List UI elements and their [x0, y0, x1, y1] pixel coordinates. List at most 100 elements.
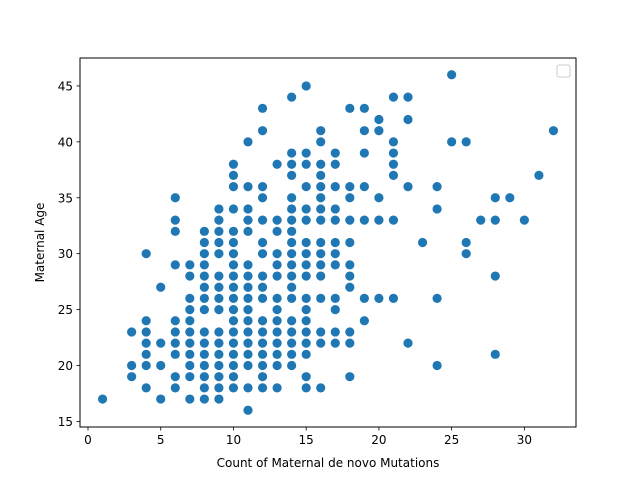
scatter-point — [359, 215, 369, 225]
scatter-point — [185, 394, 195, 404]
scatter-point — [228, 316, 239, 326]
scatter-point — [330, 148, 340, 158]
scatter-point — [287, 193, 297, 203]
scatter-point — [214, 394, 224, 404]
scatter-point — [287, 204, 297, 214]
scatter-point — [301, 81, 311, 91]
scatter-point — [228, 293, 239, 304]
scatter-point — [199, 260, 209, 270]
scatter-point — [185, 271, 195, 281]
scatter-point — [257, 316, 268, 326]
scatter-point — [156, 360, 166, 371]
scatter-point — [141, 327, 151, 337]
scatter-point — [316, 193, 326, 203]
scatter-point — [301, 338, 311, 348]
scatter-point — [97, 394, 108, 404]
scatter-point — [228, 327, 239, 337]
scatter-point — [199, 383, 209, 393]
scatter-point — [287, 226, 297, 236]
scatter-point — [243, 405, 253, 415]
scatter-point — [228, 349, 239, 359]
scatter-point — [374, 114, 384, 125]
scatter-point — [170, 193, 180, 203]
scatter-point — [228, 204, 239, 214]
scatter-point — [316, 126, 326, 136]
scatter-point — [345, 338, 355, 348]
scatter-point — [199, 338, 209, 348]
scatter-point — [272, 249, 282, 259]
scatter-point — [359, 316, 369, 326]
scatter-point — [388, 215, 399, 225]
scatter-point — [476, 215, 486, 225]
scatter-point — [243, 327, 253, 337]
scatter-point — [243, 204, 253, 214]
scatter-point — [214, 327, 224, 337]
scatter-point — [127, 360, 137, 371]
scatter-point — [214, 349, 224, 359]
scatter-point — [447, 70, 457, 80]
scatter-point — [243, 282, 253, 292]
scatter-point — [388, 170, 399, 181]
scatter-point — [170, 383, 180, 393]
scatter-point — [301, 349, 311, 359]
scatter-point — [257, 126, 268, 136]
scatter-point — [141, 349, 151, 359]
scatter-point — [316, 293, 326, 304]
scatter-point — [228, 237, 239, 248]
scatter-point — [316, 260, 326, 270]
scatter-point — [330, 204, 340, 214]
scatter-point — [287, 349, 297, 359]
scatter-point — [185, 349, 195, 359]
scatter-point — [228, 170, 239, 181]
scatter-point — [301, 271, 311, 281]
scatter-point — [199, 271, 209, 281]
scatter-point — [316, 181, 326, 192]
scatter-point — [403, 114, 413, 125]
scatter-point — [345, 282, 355, 292]
scatter-point — [272, 360, 282, 371]
scatter-point — [141, 360, 151, 371]
scatter-point — [316, 159, 326, 169]
scatter-point — [141, 249, 151, 259]
scatter-point — [185, 304, 195, 315]
scatter-point — [199, 349, 209, 359]
scatter-point — [257, 249, 268, 259]
y-axis-ticks: 15 20 25 30 35 40 45 — [58, 79, 80, 429]
scatter-point — [272, 260, 282, 270]
scatter-point — [228, 282, 239, 292]
scatter-point — [214, 204, 224, 214]
scatter-point — [199, 282, 209, 292]
scatter-point — [170, 215, 180, 225]
scatter-point — [257, 193, 268, 203]
scatter-point — [330, 304, 340, 315]
scatter-point — [534, 170, 544, 181]
scatter-point — [287, 338, 297, 348]
scatter-point — [316, 271, 326, 281]
y-tick-label: 40 — [58, 135, 73, 149]
scatter-point — [272, 159, 282, 169]
scatter-point — [185, 338, 195, 348]
scatter-point — [316, 170, 326, 181]
scatter-point — [214, 338, 224, 348]
y-tick-label: 15 — [58, 415, 73, 429]
scatter-point — [199, 327, 209, 337]
scatter-point — [374, 193, 384, 203]
scatter-point — [432, 204, 442, 214]
legend-box — [556, 64, 571, 78]
scatter-point — [432, 360, 442, 371]
scatter-point — [170, 316, 180, 326]
scatter-point — [447, 137, 457, 147]
scatter-point — [257, 338, 268, 348]
scatter-point — [461, 237, 471, 248]
scatter-point — [359, 181, 369, 192]
x-tick-label: 10 — [226, 433, 241, 447]
scatter-point — [316, 249, 326, 259]
scatter-point — [345, 215, 355, 225]
scatter-point — [432, 181, 442, 192]
scatter-point — [301, 237, 311, 248]
scatter-point — [257, 360, 268, 371]
scatter-point — [301, 249, 311, 259]
scatter-point — [330, 249, 340, 259]
scatter-point — [316, 237, 326, 248]
scatter-point — [257, 372, 268, 382]
